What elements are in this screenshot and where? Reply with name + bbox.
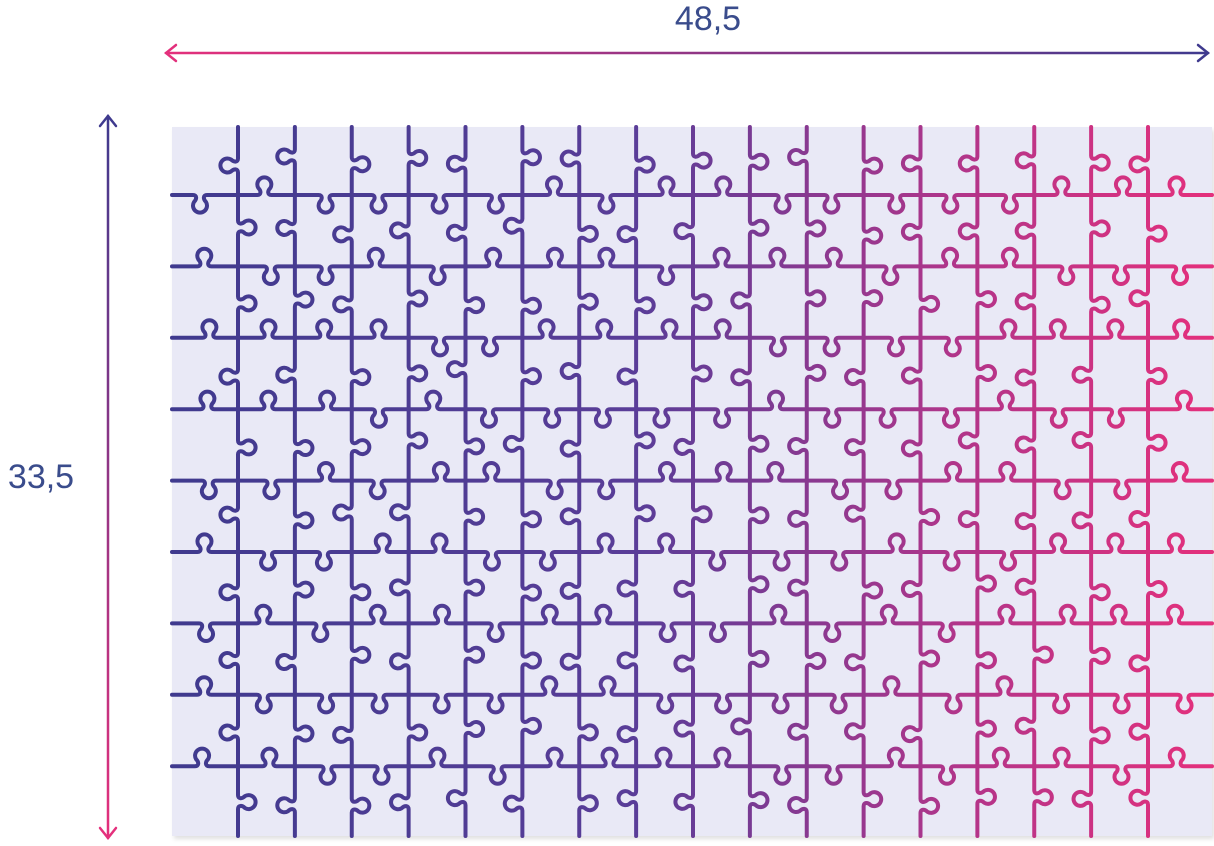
- width-arrow-icon: [163, 43, 1211, 63]
- vertical-cut-line: [1071, 125, 1111, 838]
- vertical-cut-line: [1014, 125, 1054, 838]
- vertical-cut-line: [332, 125, 372, 838]
- vertical-cut-line: [502, 125, 542, 838]
- vertical-cut-line: [844, 125, 884, 838]
- vertical-cut-line: [900, 125, 941, 838]
- horizontal-cut-line: [170, 318, 1214, 358]
- vertical-cut-line: [957, 125, 997, 838]
- vertical-cut-line: [787, 125, 827, 838]
- width-dimension-label: 48,5: [674, 0, 742, 38]
- vertical-cut-line: [1128, 125, 1168, 838]
- vertical-cut-line: [445, 125, 486, 838]
- vertical-cut-line: [218, 125, 258, 838]
- vertical-cut-line: [559, 125, 599, 838]
- vertical-cut-line: [730, 125, 770, 838]
- vertical-cut-line: [389, 125, 429, 838]
- vertical-cut-line: [275, 125, 315, 838]
- puzzle-piece-cuts: [170, 125, 1214, 838]
- height-dimension-label: 33,5: [7, 458, 75, 496]
- height-arrow-icon: [98, 113, 118, 841]
- vertical-cut-line: [616, 125, 656, 838]
- vertical-cut-line: [673, 125, 713, 838]
- horizontal-cut-line: [170, 461, 1214, 501]
